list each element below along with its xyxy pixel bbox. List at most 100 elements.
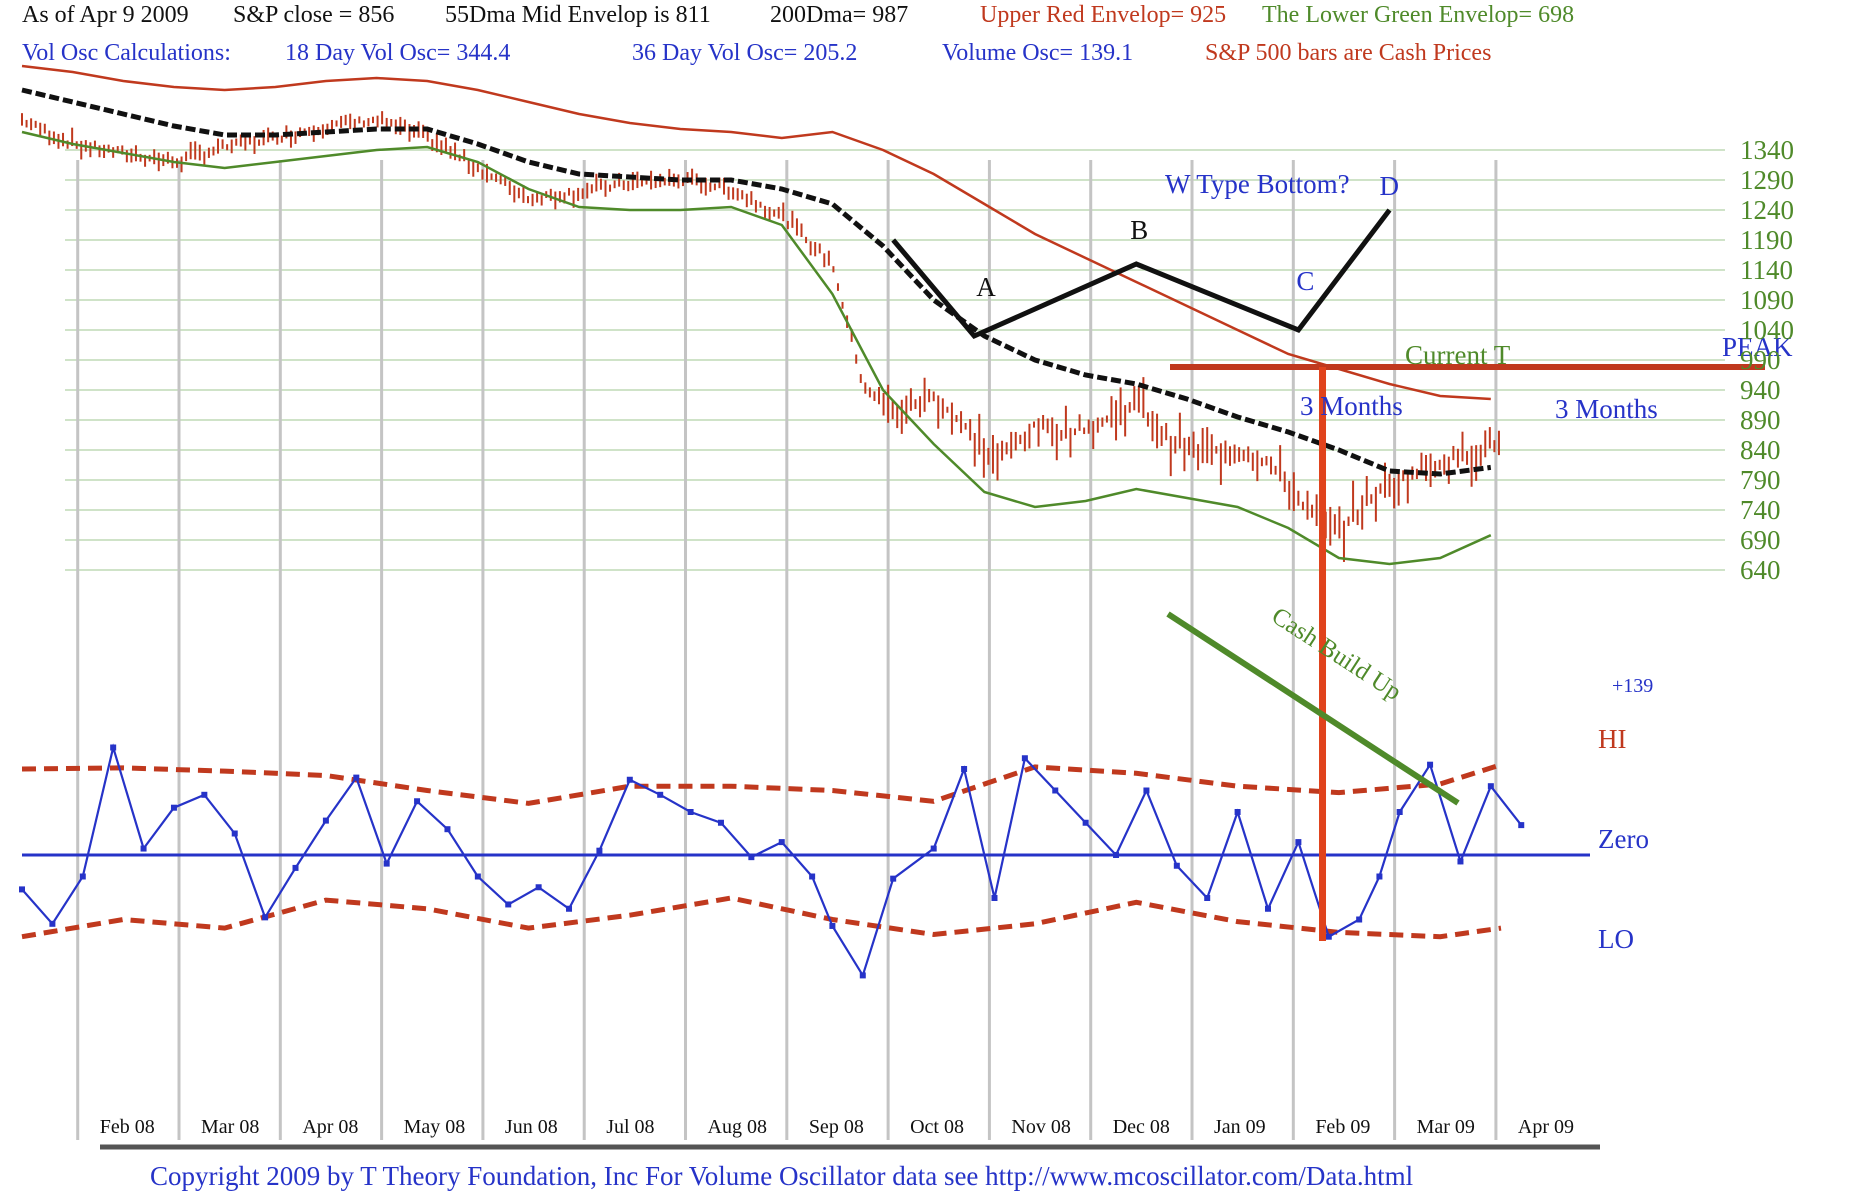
month-tick-label: Jul 08: [606, 1116, 654, 1138]
month-axis-ticks: Feb 08 Mar 08 Apr 08 May 08 Jun 08 Jul 08 Aug …: [100, 1116, 1600, 1150]
month-tick-label: Oct 08: [910, 1116, 964, 1138]
zero-label: Zero: [1598, 824, 1649, 854]
upper-red-envelope-line: [21, 64, 1491, 401]
oscillator-point: [1052, 787, 1059, 794]
mid-envelope-line: [21, 87, 1492, 477]
month-tick-label: Feb 08: [100, 1116, 155, 1138]
oscillator-point: [1376, 873, 1383, 880]
price-tick-label: 640: [1740, 555, 1781, 585]
oscillator-point: [657, 791, 664, 798]
oscillator-point: [322, 817, 329, 824]
oscillator-point: [1113, 852, 1120, 858]
price-tick-label: 940: [1740, 375, 1781, 405]
oscillator-point: [49, 920, 56, 927]
price-tick-label: 890: [1740, 405, 1781, 435]
header-line1-item: The Lower Green Envelop= 698: [1262, 2, 1574, 28]
oscillator-point: [1325, 933, 1332, 940]
price-tick-label: 1040: [1740, 315, 1794, 345]
oscillator-point: [444, 826, 451, 833]
hi-label: HI: [1598, 724, 1627, 754]
oscillator-point: [414, 798, 421, 805]
month-tick-label: May 08: [404, 1116, 466, 1138]
oscillator-point: [353, 774, 360, 781]
three-months-left-label: 3 Months: [1300, 391, 1403, 421]
oscillator-point: [79, 873, 86, 880]
price-tick-label: 790: [1740, 465, 1781, 495]
oscillator-point: [474, 873, 481, 880]
month-gridlines: [76, 160, 1498, 1140]
price-tick-label: 1340: [1740, 135, 1794, 165]
oscillator-point: [1021, 755, 1028, 762]
month-tick-label: Mar 08: [201, 1116, 259, 1138]
cash-build-up-line: [1166, 611, 1460, 806]
oscillator-point: [231, 830, 238, 837]
month-tick-label: Dec 08: [1113, 1116, 1170, 1138]
hi-band-line: [21, 762, 1502, 806]
oscillator-point: [809, 873, 816, 880]
oscillator-point: [1487, 783, 1494, 790]
header-line-2: Vol Osc Calculations: 18 Day Vol Osc= 344…: [22, 40, 1491, 66]
oscillator-point: [890, 875, 897, 882]
header-line1-item: Upper Red Envelop= 925: [980, 2, 1226, 28]
oscillator-point: [991, 895, 998, 901]
oscillator-point: [505, 901, 512, 908]
header-line2-item: 36 Day Vol Osc= 205.2: [632, 40, 857, 66]
oscillator-point: [778, 839, 785, 846]
month-tick-label: Aug 08: [708, 1116, 767, 1138]
current-t-label: Current T: [1405, 340, 1511, 370]
header-line2-item: Vol Osc Calculations:: [22, 40, 231, 66]
oscillator-point: [383, 860, 390, 867]
oscillator-value-label: +139: [1612, 675, 1653, 697]
oscillator-point: [626, 776, 633, 783]
lower-green-envelope-line: [21, 130, 1492, 566]
peak-label: PEAK: [1722, 332, 1793, 362]
price-gridlines: [65, 149, 1725, 571]
month-tick-label: Jan 09: [1214, 1116, 1266, 1138]
oscillator-point: [687, 809, 694, 815]
oscillator-point: [292, 864, 299, 871]
oscillator-point: [201, 791, 208, 798]
month-tick-label: Apr 09: [1518, 1116, 1574, 1138]
oscillator-point: [535, 884, 542, 891]
month-tick-label: Jun 08: [505, 1116, 558, 1138]
w-point-label: B: [1130, 215, 1148, 245]
three-months-right-label: 3 Months: [1555, 394, 1658, 424]
price-axis-ticks: 1340129012401190114010901040990940890840…: [1740, 135, 1794, 585]
header-line1-item: 55Dma Mid Envelop is 811: [445, 2, 711, 28]
oscillator-point: [19, 886, 25, 893]
w-point-label: A: [976, 272, 996, 302]
oscillator-point: [1457, 858, 1464, 865]
header-line1-item: S&P close = 856: [233, 2, 394, 28]
oscillator-point: [262, 914, 269, 921]
price-tick-label: 990: [1740, 345, 1781, 375]
oscillator-point: [1427, 761, 1434, 768]
oscillator-point: [961, 766, 968, 772]
price-tick-label: 840: [1740, 435, 1781, 465]
price-tick-label: 740: [1740, 495, 1781, 525]
oscillator-point: [717, 819, 724, 826]
oscillator-point: [1143, 787, 1150, 794]
volume-oscillator-line: [21, 743, 1523, 979]
month-tick-label: Mar 09: [1417, 1116, 1475, 1138]
price-tick-label: 690: [1740, 525, 1781, 555]
oscillator-point: [1295, 839, 1302, 846]
header-line2-item: 18 Day Vol Osc= 344.4: [285, 40, 510, 66]
oscillator-point: [859, 972, 866, 979]
oscillator-point: [140, 845, 147, 852]
oscillator-point: [110, 744, 117, 751]
w-type-bottom-label: W Type Bottom?: [1165, 169, 1350, 199]
header-line-1: As of Apr 9 2009 S&P close = 856 55Dma Mid…: [22, 2, 1574, 28]
w-pattern-line: [891, 208, 1392, 340]
oscillator-point: [1204, 895, 1211, 901]
oscillator-point: [829, 922, 836, 929]
month-tick-label: Nov 08: [1011, 1116, 1070, 1138]
footer-copyright: Copyright 2009 by T Theory Foundation, I…: [150, 1161, 1413, 1191]
price-tick-label: 1290: [1740, 165, 1794, 195]
oscillator-point: [748, 854, 755, 861]
oscillator-point: [1173, 862, 1180, 869]
lo-band-line: [21, 895, 1502, 940]
volume-oscillator: +139 HI Zero LO: [19, 675, 1653, 979]
oscillator-point: [170, 804, 177, 811]
oscillator-point: [1082, 819, 1089, 826]
